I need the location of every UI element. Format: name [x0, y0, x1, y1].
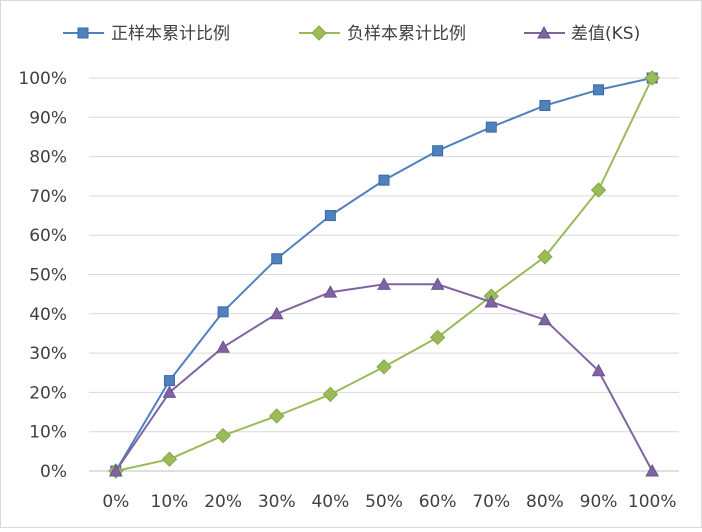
x-tick-label: 10% — [151, 492, 189, 512]
y-tick-label: 100% — [18, 69, 67, 89]
y-tick-label: 0% — [40, 462, 67, 482]
legend-label-ks: 差值(KS) — [571, 24, 640, 44]
x-tick-label: 30% — [258, 492, 296, 512]
data-point — [539, 100, 551, 112]
y-tick-label: 20% — [29, 383, 67, 403]
data-point — [645, 463, 660, 477]
x-tick-label: 50% — [365, 492, 403, 512]
series-1 — [110, 72, 658, 477]
y-tick-label: 80% — [29, 148, 67, 168]
data-point — [215, 427, 231, 444]
legend-label-positive: 正样本累计比例 — [111, 24, 230, 44]
data-point — [485, 121, 497, 133]
data-point — [163, 375, 175, 387]
x-tick-label: 40% — [311, 492, 349, 512]
y-tick-label: 10% — [29, 423, 67, 443]
data-point — [161, 451, 178, 467]
x-tick-label: 70% — [472, 492, 510, 512]
x-tick-label: 0% — [102, 492, 129, 512]
data-point — [484, 294, 499, 308]
legend-item-negative: 负样本累计比例 — [299, 24, 466, 44]
data-point — [378, 174, 390, 186]
data-point — [216, 340, 230, 353]
y-tick-label: 60% — [29, 226, 67, 246]
data-point — [269, 408, 285, 424]
data-point — [162, 385, 177, 398]
data-point — [324, 210, 336, 222]
data-point — [591, 363, 606, 377]
data-point — [271, 253, 283, 265]
legend-item-ks: 差值(KS) — [524, 24, 640, 44]
data-point — [269, 306, 284, 320]
y-axis-tick-labels: 0% 10% 20% 30% 40% 50% 60% 70% 80% 90% 100% — [18, 69, 67, 482]
data-point — [593, 84, 605, 96]
data-point — [590, 182, 607, 198]
x-tick-label: 60% — [419, 492, 457, 512]
x-tick-label: 100% — [628, 492, 677, 512]
data-point — [432, 145, 444, 157]
data-point — [538, 312, 552, 326]
data-point — [323, 285, 338, 298]
y-tick-label: 70% — [29, 187, 67, 207]
legend-item-positive: 正样本累计比例 — [63, 24, 230, 44]
data-point — [537, 249, 553, 265]
data-point — [377, 277, 391, 290]
data-point — [644, 70, 660, 86]
data-point — [429, 329, 446, 346]
data-point — [322, 386, 339, 403]
legend: 正样本累计比例 负样本累计比例 差值(KS) — [63, 24, 640, 44]
series-line — [114, 283, 654, 472]
data-point — [108, 463, 123, 477]
y-tick-label: 90% — [29, 108, 67, 128]
series-lines — [108, 70, 660, 479]
x-axis-tick-labels: 0% 10% 20% 30% 40% 50% 60% 70% 80% 90% 100% — [102, 492, 676, 512]
x-tick-label: 90% — [580, 492, 618, 512]
y-tick-label: 40% — [29, 305, 67, 325]
gridlines — [89, 77, 679, 433]
x-tick-label: 20% — [204, 492, 242, 512]
legend-label-negative: 负样本累计比例 — [347, 24, 466, 44]
data-point — [376, 359, 392, 375]
data-point — [430, 277, 445, 290]
series-3 — [108, 277, 660, 477]
data-point — [217, 306, 229, 318]
x-tick-label: 80% — [526, 492, 564, 512]
y-tick-label: 50% — [29, 266, 67, 286]
y-tick-label: 30% — [29, 344, 67, 364]
